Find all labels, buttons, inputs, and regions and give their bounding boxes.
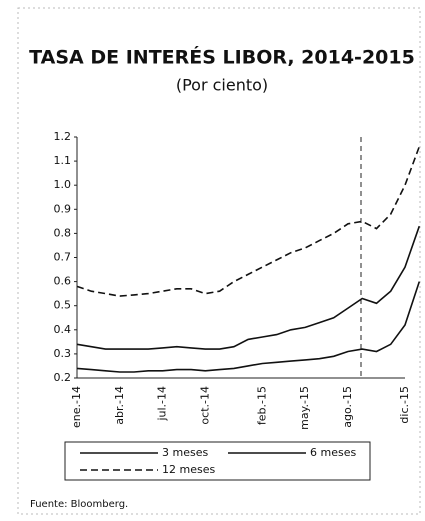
- x-tick-label: ene.-14: [70, 386, 83, 428]
- x-tick-label: abr.-14: [113, 386, 126, 425]
- y-tick-label: 1.2: [54, 130, 72, 143]
- y-tick-label: 1.1: [54, 154, 72, 167]
- legend-box: [64, 441, 371, 481]
- x-tick-label: oct.-14: [198, 386, 211, 425]
- legend-label: 3 meses: [162, 446, 208, 459]
- y-tick-label: 0.5: [54, 299, 72, 312]
- series-line: [76, 281, 421, 373]
- y-tick-label: 0.8: [54, 226, 72, 239]
- chart-title: TASA DE INTERÉS LIBOR, 2014-2015: [29, 46, 415, 69]
- source: Fuente: Bloomberg.: [30, 499, 128, 510]
- series-line: [76, 225, 421, 350]
- legend-label: 6 meses: [310, 446, 356, 459]
- legend-label: 12 meses: [162, 463, 215, 476]
- y-tick-label: 0.2: [54, 371, 72, 384]
- series-line: [76, 146, 421, 297]
- y-tick-label: 0.4: [54, 323, 72, 336]
- y-tick-label: 0.3: [54, 347, 72, 360]
- x-tick-label: ago.-15: [341, 386, 354, 428]
- x-tick-label: may.-15: [298, 386, 311, 430]
- frame: [17, 7, 421, 515]
- x-tick-label: feb.-15: [255, 386, 268, 425]
- y-tick-label: 0.7: [54, 251, 72, 264]
- y-tick-label: 0.9: [54, 202, 72, 215]
- chart-subtitle: (Por ciento): [176, 76, 268, 95]
- y-tick-label: 0.6: [54, 275, 72, 288]
- y-tick-label: 1.0: [54, 178, 72, 191]
- x-tick-label: dic.-15: [398, 386, 411, 424]
- x-tick-label: jul.-14: [156, 386, 169, 422]
